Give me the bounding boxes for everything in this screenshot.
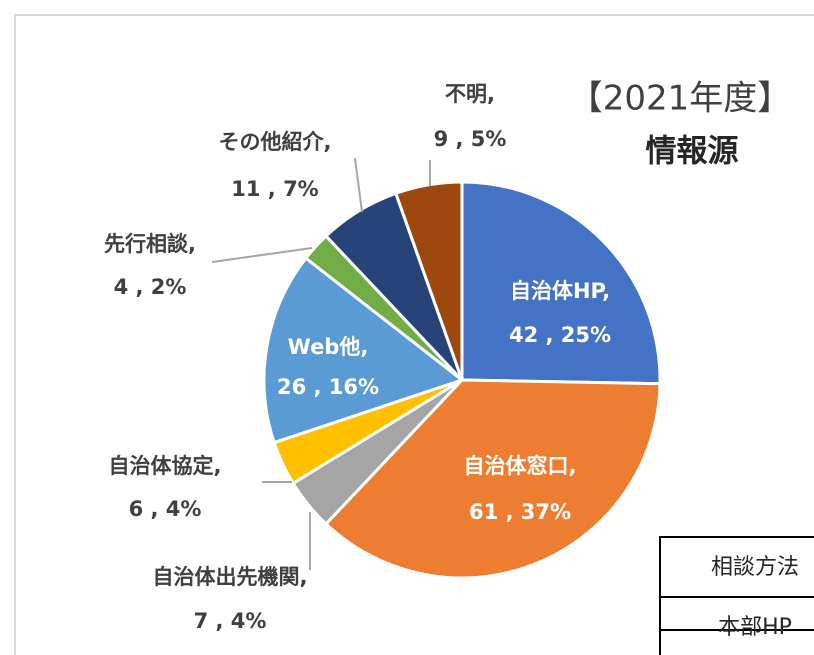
pie-slice	[460, 180, 662, 386]
chart-subtitle: 情報源	[646, 134, 739, 170]
data-label: 4 , 2%	[114, 275, 187, 299]
data-label: 11 , 7%	[231, 177, 318, 201]
pie	[262, 180, 662, 580]
pie-slice	[393, 180, 464, 381]
category-label: 先行相談,	[104, 232, 196, 256]
table: 相談方法 本部HP	[659, 536, 814, 655]
category-label: Web他,	[288, 335, 369, 359]
data-label: 7 , 4%	[194, 609, 267, 633]
table-cell-text: 本部HP	[718, 615, 792, 640]
data-label: 42 , 25%	[509, 323, 611, 347]
data-label: 61 , 37%	[469, 500, 571, 524]
category-label: 不明,	[445, 82, 495, 106]
chart-title: 【2021年度】	[569, 79, 792, 119]
category-label: その他紹介,	[219, 130, 332, 154]
data-label: 26 , 16%	[277, 375, 379, 399]
category-label: 自治体協定,	[109, 454, 222, 478]
pie-slice	[262, 256, 466, 445]
pie-slice	[323, 378, 662, 580]
frame	[14, 14, 814, 655]
leader-line	[211, 247, 313, 263]
table-cell	[659, 629, 814, 655]
leader-line	[354, 157, 363, 213]
table-cell-text: 相談方法	[711, 555, 799, 580]
category-label: 自治体出先機関,	[153, 565, 308, 589]
category-label: 自治体HP,	[510, 279, 610, 303]
data-label: 6 , 4%	[129, 497, 202, 521]
data-label: 9 , 5%	[434, 127, 507, 151]
table-cell	[659, 596, 814, 631]
category-label: 自治体窓口,	[464, 454, 577, 478]
labels: 自治体HP, 42 , 25% 自治体窓口, 61 , 37% 自治体出先機関, 7 , …	[104, 82, 611, 633]
